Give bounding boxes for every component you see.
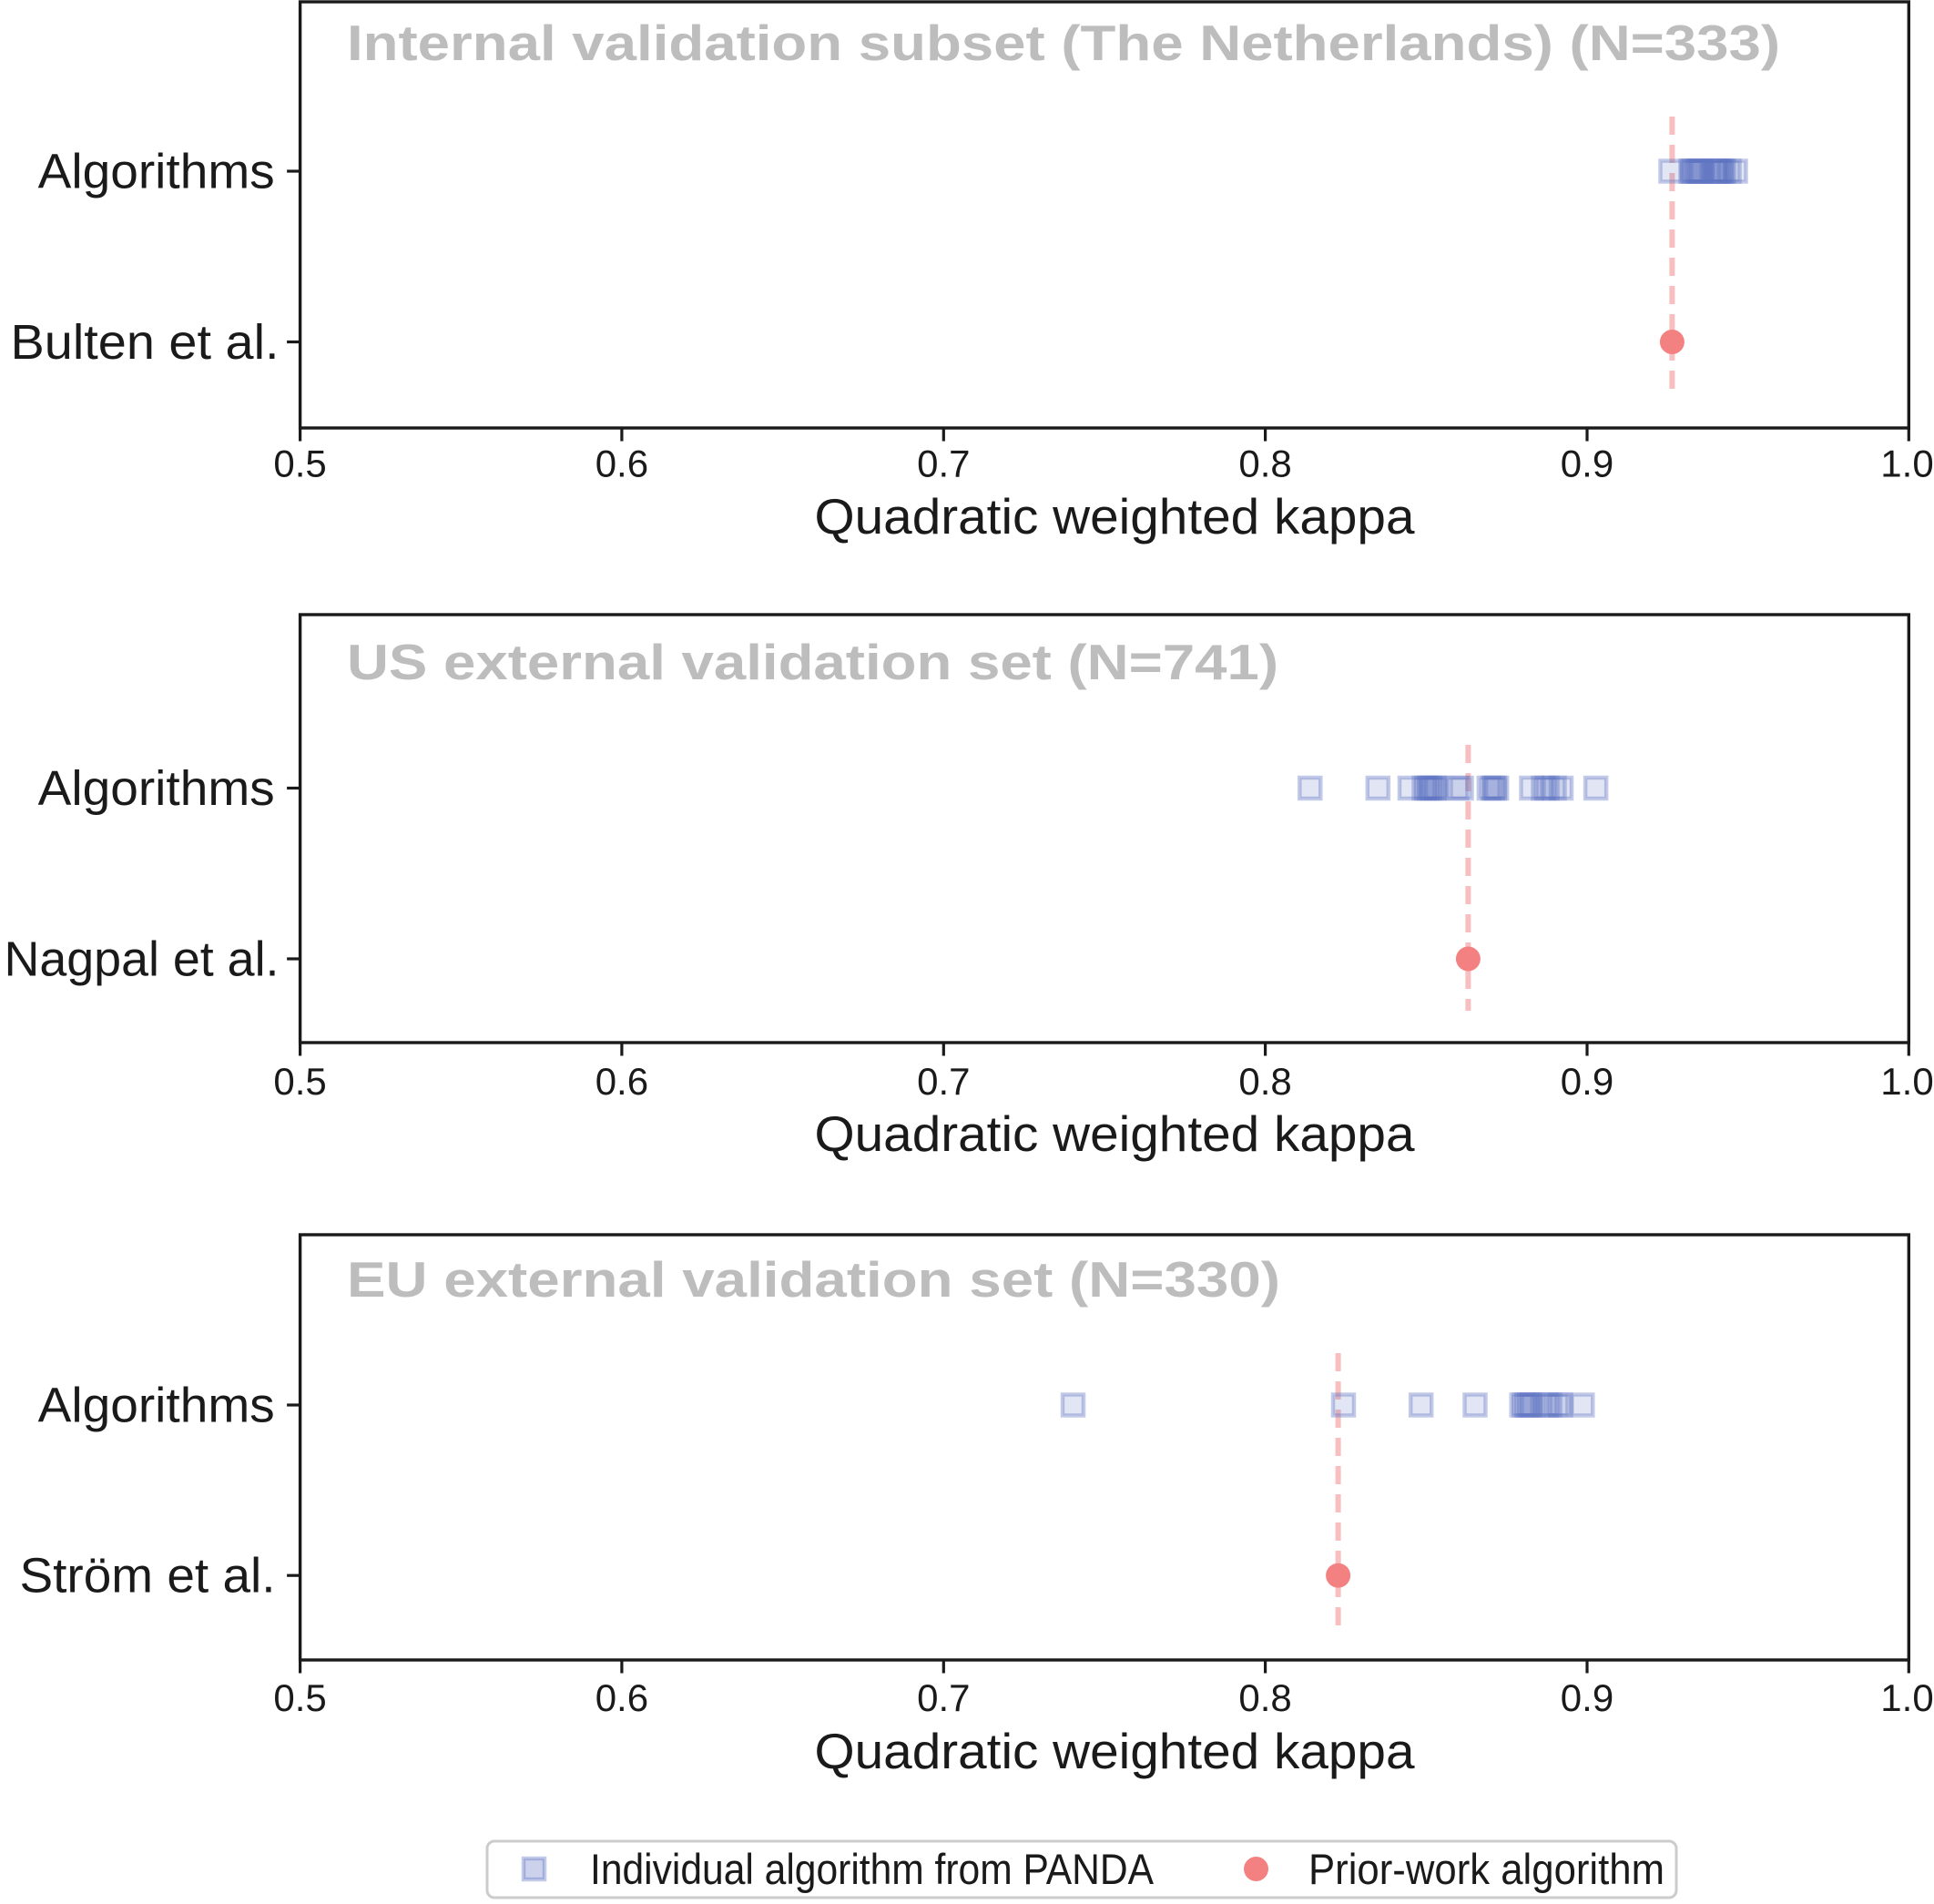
- svg-text:0.5: 0.5: [273, 1060, 326, 1103]
- svg-text:Quadratic weighted kappa: Quadratic weighted kappa: [815, 1723, 1415, 1779]
- svg-text:0.8: 0.8: [1238, 1060, 1291, 1103]
- svg-text:0.5: 0.5: [273, 1676, 326, 1719]
- svg-text:Algorithms: Algorithms: [38, 145, 275, 199]
- svg-text:0.8: 0.8: [1238, 1676, 1291, 1719]
- svg-text:Bulten et al.: Bulten et al.: [11, 315, 280, 370]
- svg-text:0.7: 0.7: [917, 443, 970, 485]
- svg-text:Algorithms: Algorithms: [38, 1379, 275, 1433]
- svg-text:0.9: 0.9: [1561, 1060, 1613, 1103]
- svg-text:0.6: 0.6: [595, 443, 648, 485]
- svg-text:Nagpal et al.: Nagpal et al.: [5, 932, 280, 987]
- svg-text:0.9: 0.9: [1561, 443, 1613, 485]
- svg-text:0.6: 0.6: [595, 1060, 648, 1103]
- svg-text:Ström et al.: Ström et al.: [20, 1549, 276, 1604]
- svg-text:0.9: 0.9: [1561, 1676, 1613, 1719]
- svg-text:0.5: 0.5: [273, 443, 326, 485]
- svg-text:Internal validation subset (Th: Internal validation subset (The Netherla…: [347, 15, 1780, 71]
- svg-text:1.0: 1.0: [1880, 1676, 1933, 1719]
- svg-text:Individual algorithm from PAND: Individual algorithm from PANDA: [590, 1845, 1155, 1893]
- svg-text:1.0: 1.0: [1880, 443, 1933, 485]
- svg-text:0.7: 0.7: [917, 1676, 970, 1719]
- svg-text:Prior-work algorithm: Prior-work algorithm: [1308, 1845, 1664, 1893]
- svg-text:0.8: 0.8: [1238, 443, 1291, 485]
- svg-text:Quadratic weighted kappa: Quadratic weighted kappa: [815, 1105, 1415, 1162]
- svg-text:US external validation set (N=: US external validation set (N=741): [347, 634, 1278, 690]
- svg-text:Quadratic weighted kappa: Quadratic weighted kappa: [815, 488, 1415, 545]
- svg-text:Algorithms: Algorithms: [38, 761, 275, 816]
- svg-text:EU external validation set (N=: EU external validation set (N=330): [347, 1251, 1280, 1308]
- svg-text:1.0: 1.0: [1880, 1060, 1933, 1103]
- svg-text:0.6: 0.6: [595, 1676, 648, 1719]
- svg-text:0.7: 0.7: [917, 1060, 970, 1103]
